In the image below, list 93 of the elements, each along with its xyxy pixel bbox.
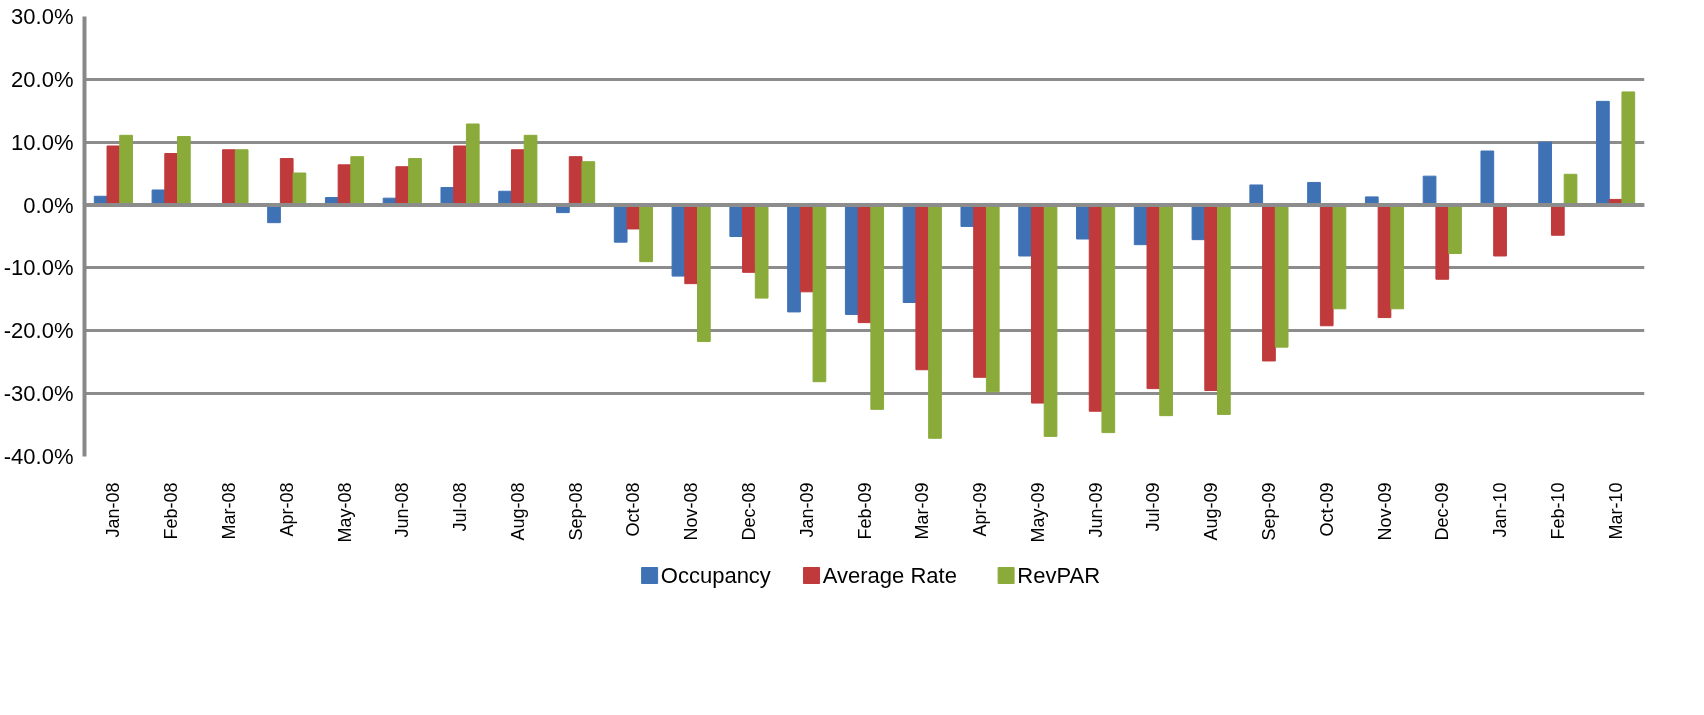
bar (119, 134, 133, 206)
x-tick-label: Apr-09 (970, 482, 991, 537)
x-tick-label: Feb-08 (161, 482, 182, 540)
bar (684, 204, 699, 285)
bar (350, 156, 365, 206)
x-tick-label: Jun-08 (392, 482, 413, 538)
bar (1390, 204, 1405, 310)
x-tick-label: Jul-09 (1143, 482, 1164, 532)
bar (1435, 204, 1450, 280)
bar (1043, 204, 1058, 437)
x-tick-label: Jan-08 (103, 482, 124, 538)
bar (337, 164, 352, 206)
x-tick-label: Jan-10 (1490, 482, 1511, 538)
x-tick-label: Feb-09 (854, 482, 875, 540)
x-tick-label: Sep-09 (1258, 482, 1279, 541)
bar (754, 204, 769, 299)
bar (581, 161, 596, 206)
x-tick-label: Mar-10 (1605, 482, 1626, 540)
bar (234, 149, 249, 206)
bar (1332, 204, 1347, 310)
bar (742, 204, 756, 273)
bar (1217, 204, 1231, 415)
bar (1563, 173, 1578, 206)
bar (1018, 204, 1032, 257)
bar (1274, 204, 1289, 348)
y-tick-label: 30.0% (11, 4, 74, 29)
bar (671, 204, 686, 277)
legend-label: RevPAR (1017, 563, 1101, 588)
x-tick-label: Oct-09 (1316, 482, 1337, 537)
bar (408, 158, 422, 206)
bar (915, 204, 930, 371)
legend-label: Occupancy (660, 563, 771, 588)
x-tick-label: Jul-08 (450, 482, 471, 532)
bar (928, 204, 942, 439)
bar (1159, 204, 1173, 417)
bar (812, 204, 827, 383)
bar (1448, 204, 1462, 254)
x-tick-label: Aug-09 (1201, 482, 1222, 541)
bar (1377, 204, 1392, 319)
x-tick-label: Dec-09 (1432, 482, 1453, 541)
y-tick-label: -30.0% (3, 381, 74, 407)
y-tick-label: 0.0% (23, 192, 74, 218)
y-tick-label: -10.0% (3, 255, 74, 281)
x-tick-label: Aug-08 (507, 482, 528, 541)
bar (870, 204, 885, 410)
bar (453, 145, 467, 206)
bar (697, 204, 711, 342)
bar (1538, 141, 1552, 206)
bar (973, 204, 987, 378)
y-tick-label: -20.0% (3, 318, 74, 344)
bar (639, 204, 653, 263)
bar (1030, 204, 1045, 404)
bar (222, 149, 236, 206)
bar (292, 172, 307, 206)
bar (1204, 204, 1219, 391)
bar (177, 136, 191, 206)
bar (787, 204, 801, 313)
bar (523, 134, 538, 206)
x-tick-label: Dec-08 (738, 482, 759, 541)
y-tick-label: 20.0% (11, 66, 74, 92)
x-tick-label: Jan-09 (796, 482, 817, 538)
bar (1262, 204, 1276, 362)
x-tick-label: Apr-08 (276, 482, 297, 537)
x-tick-label: Feb-10 (1547, 482, 1568, 540)
x-tick-label: Sep-08 (565, 482, 586, 541)
bar (1307, 181, 1321, 206)
bar (1493, 204, 1507, 257)
bar (1621, 91, 1636, 206)
x-tick-label: May-08 (334, 482, 355, 543)
legend-label: Average Rate (822, 563, 957, 588)
bar (510, 149, 525, 206)
bar (1076, 204, 1090, 240)
bar (1596, 100, 1610, 206)
bar (1422, 175, 1437, 206)
bar (164, 153, 179, 206)
bar (1480, 150, 1495, 206)
bar (985, 204, 1000, 393)
y-tick-label: -40.0% (3, 444, 74, 469)
bar (1249, 184, 1264, 206)
bar (465, 123, 480, 206)
x-tick-label: Oct-08 (623, 482, 644, 537)
x-tick-label: Mar-08 (218, 482, 239, 540)
x-tick-label: May-09 (1027, 482, 1048, 543)
y-tick-label: 10.0% (11, 129, 74, 155)
bar (1550, 204, 1565, 236)
x-tick-label: Mar-09 (912, 482, 933, 540)
bar (1146, 204, 1161, 390)
bar (106, 145, 121, 206)
x-tick-label: Nov-09 (1374, 482, 1395, 541)
x-tick-label: Nov-08 (681, 482, 702, 541)
bar (1101, 204, 1116, 434)
x-tick-label: Jun-09 (1085, 482, 1106, 538)
bar (857, 204, 872, 324)
